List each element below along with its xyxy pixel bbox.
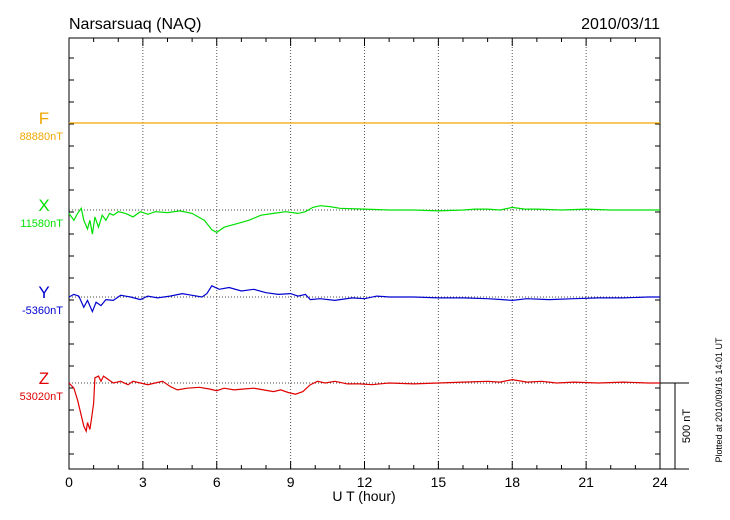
vertical-grid (142, 38, 587, 469)
series-z-name: Z (39, 369, 49, 388)
x-tick-label: 24 (652, 474, 668, 490)
x-tick-label: 12 (357, 474, 373, 490)
series-x-name: X (38, 196, 49, 215)
series-f-baseline-value: 88880nT (20, 131, 64, 143)
series-y-baseline-value: -5360nT (22, 305, 63, 317)
x-tick-label: 0 (65, 474, 73, 490)
series-x-line (68, 205, 660, 235)
series-z-line (68, 375, 660, 434)
series-y-name: Y (38, 283, 49, 302)
date-label: 2010/03/11 (581, 16, 660, 33)
x-axis-label: U T (hour) (332, 488, 395, 504)
x-tick-label: 18 (504, 474, 520, 490)
series-x-baseline-value: 11580nT (20, 218, 63, 230)
scale-bar: 500 nT (660, 382, 693, 470)
plotted-timestamp: Plotted at 2010/09/16 14:01 UT (714, 337, 724, 463)
x-tick-label: 21 (578, 474, 594, 490)
series-labels: F 88880nT X 11580nT Y -5360nT Z 53020nT (20, 109, 64, 403)
scale-bar-label: 500 nT (681, 409, 693, 444)
series-y-line (68, 285, 660, 314)
x-tick-label: 15 (431, 474, 447, 490)
series-lines (68, 122, 660, 434)
x-tick-label: 9 (287, 474, 295, 490)
station-title: Narsarsuaq (NAQ) (69, 16, 201, 33)
x-tick-label: 3 (139, 474, 147, 490)
series-z-baseline-value: 53020nT (20, 391, 64, 403)
x-tick-labels: 0 3 6 9 12 15 18 21 24 (65, 474, 668, 490)
x-tick-label: 6 (213, 474, 221, 490)
series-f-name: F (39, 109, 49, 128)
